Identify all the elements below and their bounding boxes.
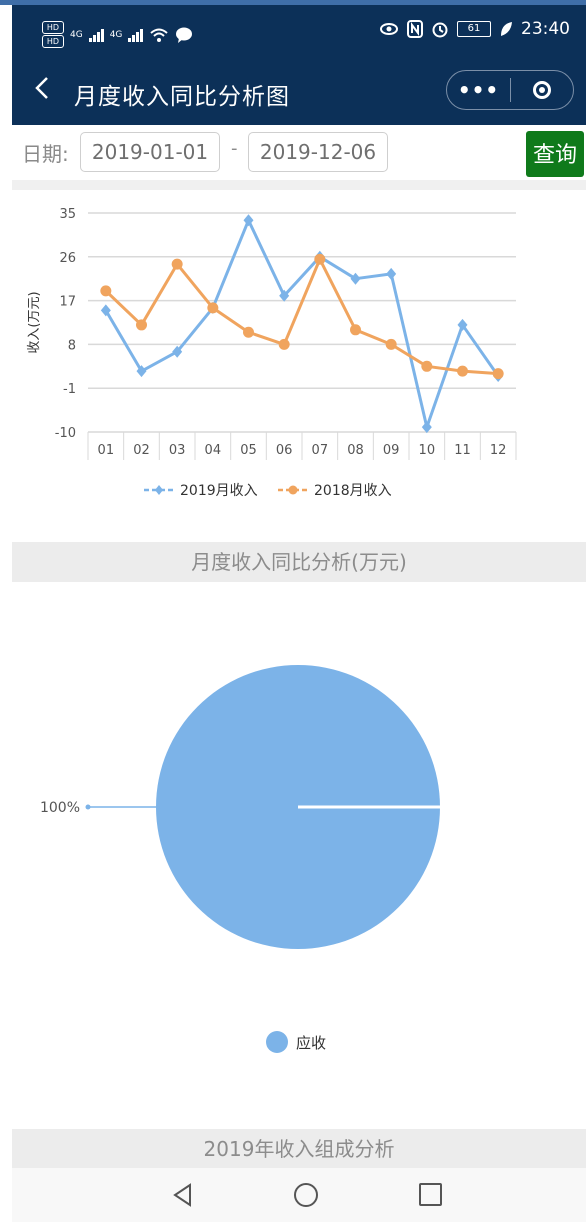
data-point-diamond (457, 318, 468, 331)
top-accent-line (0, 0, 586, 5)
recents-square-icon[interactable] (417, 1182, 443, 1208)
composition-section-title: 2019年收入组成分析 (12, 1129, 586, 1169)
chat-bubble-icon (176, 27, 193, 43)
data-point-circle (457, 365, 468, 377)
eye-icon (380, 23, 398, 35)
y-tick-label: 26 (59, 251, 76, 266)
divider (12, 180, 586, 190)
legend-marker (155, 485, 163, 495)
x-tick-label: 04 (205, 443, 222, 458)
x-tick-label: 10 (419, 443, 436, 458)
signal-icon (128, 28, 144, 42)
y-tick-label: 8 (68, 338, 76, 353)
hd-badges: HD HD (42, 21, 64, 48)
leaf-icon (501, 22, 512, 36)
status-bar: HD HD 4G 4G 61 (12, 5, 586, 61)
data-point-circle (207, 302, 219, 314)
data-point-diamond (100, 304, 111, 317)
line-chart-svg: 35 26 17 8 -1 -10 01 02 03 04 05 06 07 08 09 10 11 12 收入(万… (27, 207, 517, 499)
alarm-icon (432, 22, 448, 38)
data-point-circle (136, 319, 147, 331)
y-tick-label: -1 (63, 382, 76, 397)
y-tick-label: 35 (59, 207, 76, 222)
x-tick-label: 02 (133, 443, 150, 458)
x-tick-label: 11 (454, 443, 471, 458)
x-tick-label: 03 (169, 443, 186, 458)
y-axis-label: 收入(万元) (27, 291, 42, 353)
income-composition-pie-chart: 100% 应收 (12, 582, 586, 1082)
data-point-circle (385, 338, 397, 350)
x-tick-label: 06 (276, 443, 293, 458)
data-point-diamond (350, 272, 361, 285)
x-tick-label: 05 (240, 443, 257, 458)
date-label: 日期: (22, 142, 69, 166)
close-mini-program-button[interactable] (511, 81, 573, 99)
network-label: 4G (70, 29, 83, 40)
data-point-diamond (386, 267, 397, 280)
data-point-circle (350, 324, 361, 336)
nav-bar: 月度收入同比分析图 ••• (12, 61, 586, 125)
query-button[interactable]: 查询 (526, 131, 584, 177)
y-tick-label: -10 (55, 426, 76, 441)
data-point-diamond (136, 365, 147, 378)
data-point-circle (492, 368, 504, 380)
system-nav-bar (12, 1168, 586, 1222)
signal-icon (88, 28, 104, 42)
start-date-input[interactable]: 2019-01-01 (80, 132, 220, 172)
end-date-input[interactable]: 2019-12-06 (248, 132, 388, 172)
capsule-divider (510, 78, 511, 102)
page-title: 月度收入同比分析图 (74, 84, 290, 110)
date-filter-bar: 日期: 2019-01-01 - 2019-12-06 查询 (12, 125, 586, 180)
slice-percent-label: 100% (40, 800, 80, 816)
status-left: HD HD 4G 4G (42, 21, 193, 48)
hd-badge: HD (42, 35, 64, 48)
target-icon (532, 81, 551, 99)
data-point-circle (421, 360, 433, 372)
more-menu-button[interactable]: ••• (457, 78, 500, 102)
data-point-circle (278, 338, 290, 350)
chevron-left-icon (35, 77, 48, 99)
back-triangle-icon[interactable] (170, 1182, 196, 1208)
series-line-1 (104, 218, 500, 429)
y-tick-label: 17 (59, 295, 76, 310)
pie-chart-svg: 100% 应收 (40, 665, 440, 1053)
legend-label: 应收 (296, 1034, 326, 1052)
data-point-circle (314, 253, 326, 265)
legend-label: 2018月收入 (314, 483, 392, 499)
network-label: 4G (109, 29, 123, 40)
legend-marker (266, 1031, 288, 1053)
wifi-icon (150, 28, 169, 42)
battery-icon: 61 (457, 21, 491, 37)
data-point-circle (100, 285, 112, 297)
status-right: 61 23:40 (379, 19, 570, 39)
slice-label-dot (85, 804, 91, 810)
x-tick-label: 08 (347, 443, 364, 458)
x-tick-label: 01 (98, 443, 115, 458)
data-point-diamond (172, 345, 183, 358)
data-point-diamond (243, 214, 254, 227)
home-circle-icon[interactable] (292, 1182, 320, 1210)
date-range-separator: - (231, 138, 238, 159)
legend-marker (288, 485, 298, 495)
monthly-section-title: 月度收入同比分析(万元) (12, 542, 586, 582)
mini-program-capsule: ••• (446, 70, 574, 110)
monthly-income-line-chart: 35 26 17 8 -1 -10 01 02 03 04 05 06 07 08 09 10 11 12 收入(万… (12, 190, 586, 542)
data-point-diamond (279, 289, 290, 302)
series-line-2 (104, 257, 499, 376)
back-button[interactable] (32, 73, 52, 110)
data-point-diamond (421, 421, 432, 434)
clock-time: 23:40 (521, 19, 570, 39)
data-point-circle (171, 258, 183, 270)
x-tick-label: 12 (490, 443, 507, 458)
x-tick-label: 09 (383, 443, 400, 458)
nfc-icon (407, 20, 423, 38)
data-point-circle (243, 326, 254, 338)
x-tick-label: 07 (312, 443, 329, 458)
legend-label: 2019月收入 (180, 483, 258, 499)
hd-badge: HD (42, 21, 64, 34)
